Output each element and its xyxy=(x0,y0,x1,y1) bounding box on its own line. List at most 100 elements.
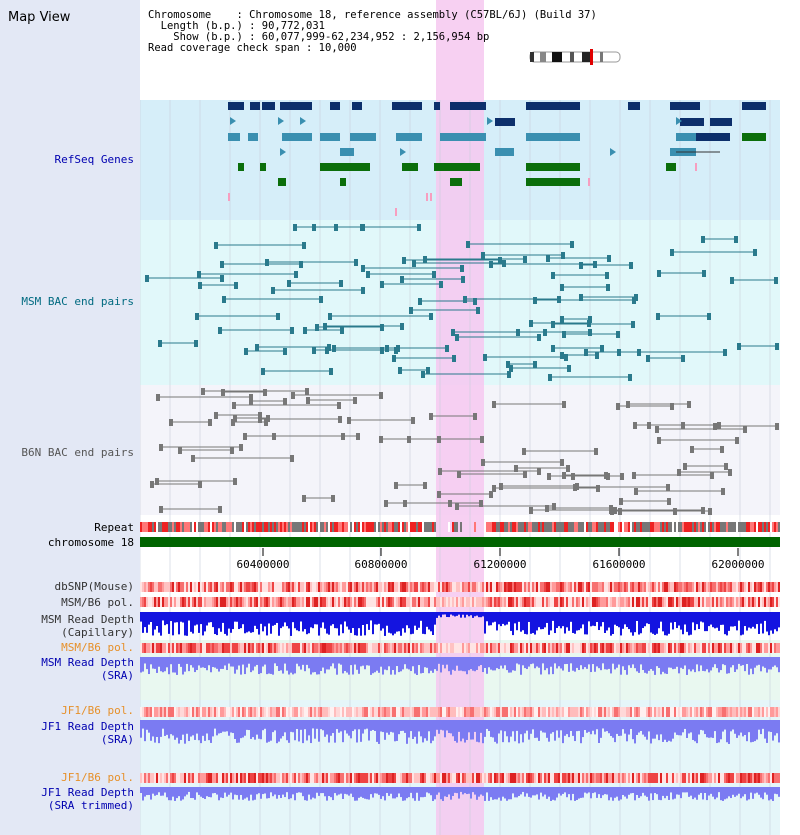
msm-b6-pol2-heat-cell xyxy=(432,643,434,653)
track-label-jf1-depth-trimmed[interactable]: JF1 Read Depth xyxy=(41,786,134,799)
msm-capillary-depth-bar xyxy=(758,612,760,634)
msm-capillary-depth-bar xyxy=(142,612,144,633)
msm-bac-pair-end xyxy=(584,349,588,356)
dbsnp-heat-cell xyxy=(410,582,412,592)
msm-capillary-depth-bar xyxy=(486,612,488,622)
msm-capillary-depth-bar xyxy=(736,612,738,631)
jf1-b6-pol2-heat-cell xyxy=(772,773,774,783)
b6n-bac-pair-end xyxy=(264,419,268,426)
track-label-chromosome[interactable]: chromosome 18 xyxy=(47,536,134,549)
msm-b6-pol-heat-cell xyxy=(684,597,686,607)
msm-b6-pol2-heat-cell xyxy=(448,643,450,653)
msm-b6-pol-heat-cell xyxy=(582,597,584,607)
repeat-cell xyxy=(460,522,462,532)
msm-capillary-depth-bar xyxy=(504,612,506,626)
msm-sra-depth-bar xyxy=(160,657,162,672)
track-label-dbsnp[interactable]: dbSNP(Mouse) xyxy=(54,580,134,593)
jf1-trimmed-depth-bar xyxy=(402,787,404,801)
msm-b6-pol-heat-cell xyxy=(420,597,422,607)
msm-sra-depth-bar xyxy=(436,657,438,671)
track-label-msm-depth-sra[interactable]: MSM Read Depth xyxy=(41,656,134,669)
jf1-sra-depth-bar xyxy=(620,720,622,736)
msm-b6-pol2-heat-cell xyxy=(680,643,682,653)
jf1-b6-pol2-heat-cell xyxy=(496,773,498,783)
msm-capillary-depth-bar xyxy=(284,612,286,623)
track-label-repeat[interactable]: Repeat xyxy=(94,521,134,534)
jf1-b6-pol2-heat-cell xyxy=(308,773,310,783)
dbsnp-heat-cell xyxy=(150,582,152,592)
msm-b6-pol-heat-cell xyxy=(628,597,630,607)
dbsnp-heat-cell xyxy=(728,582,730,592)
msm-capillary-depth-bar xyxy=(150,612,152,623)
msm-capillary-depth-bar xyxy=(556,612,558,628)
jf1-sra-depth-bar xyxy=(362,720,364,734)
msm-capillary-depth-bar xyxy=(354,612,356,636)
jf1-b6-pol2-heat-cell xyxy=(744,773,746,783)
msm-b6-pol-heat-cell xyxy=(296,597,298,607)
b6n-bac-pair-end xyxy=(411,417,415,424)
msm-capillary-depth-bar xyxy=(350,612,352,633)
b6n-bac-pair-end xyxy=(616,403,620,410)
axis-tick-label: 61600000 xyxy=(592,558,646,571)
dbsnp-heat-cell xyxy=(546,582,548,592)
msm-b6-pol2-heat-cell xyxy=(390,643,392,653)
msm-b6-pol2-heat-cell xyxy=(472,643,474,653)
jf1-trimmed-depth-bar xyxy=(262,787,264,795)
repeat-cell xyxy=(694,522,696,532)
msm-sra-depth-bar xyxy=(392,657,394,671)
repeat-cell xyxy=(400,522,402,532)
track-label-msm-bac[interactable]: MSM BAC end pairs xyxy=(21,295,134,308)
jf1-trimmed-depth-bar xyxy=(150,787,152,800)
msm-capillary-depth-bar xyxy=(578,612,580,631)
msm-b6-pol2-heat-cell xyxy=(406,643,408,653)
jf1-sra-depth-bar xyxy=(612,720,614,738)
msm-capillary-depth-bar xyxy=(616,612,618,627)
jf1-trimmed-depth-bar xyxy=(618,787,620,801)
repeat-cell xyxy=(532,522,534,532)
repeat-cell xyxy=(490,522,492,532)
dbsnp-heat-cell xyxy=(652,582,654,592)
track-label-msm-b6-pol-2[interactable]: MSM/B6 pol. xyxy=(61,641,134,654)
jf1-trimmed-depth-bar xyxy=(726,787,728,799)
jf1-trimmed-depth-bar xyxy=(278,787,280,796)
msm-sra-depth-bar xyxy=(264,657,266,665)
repeat-cell xyxy=(302,522,304,532)
msm-b6-pol2-heat-cell xyxy=(714,643,716,653)
jf1-sra-depth-bar xyxy=(764,720,766,739)
msm-b6-pol-heat-cell xyxy=(444,597,446,607)
b6n-bac-pair-end xyxy=(489,491,493,498)
msm-bac-pair-end xyxy=(546,255,550,262)
track-label-jf1-depth-sra[interactable]: JF1 Read Depth xyxy=(41,720,134,733)
jf1-sra-depth-bar xyxy=(570,720,572,731)
track-label-jf1-b6-pol-2[interactable]: JF1/B6 pol. xyxy=(61,771,134,784)
jf1-b6-pol-heat-cell xyxy=(700,707,702,717)
dbsnp-heat-cell xyxy=(196,582,198,592)
msm-sra-depth-bar xyxy=(158,657,160,667)
msm-b6-pol-heat-cell xyxy=(254,597,256,607)
jf1-sra-depth-bar xyxy=(464,720,466,743)
jf1-b6-pol2-heat-cell xyxy=(302,773,304,783)
dbsnp-heat-cell xyxy=(710,582,712,592)
msm-capillary-depth-bar xyxy=(750,612,752,629)
repeat-cell xyxy=(530,522,532,532)
jf1-b6-pol2-heat-cell xyxy=(522,773,524,783)
track-label-msm-b6-pol-1[interactable]: MSM/B6 pol. xyxy=(61,596,134,609)
jf1-trimmed-depth-bar xyxy=(530,787,532,798)
track-label-b6n-bac[interactable]: B6N BAC end pairs xyxy=(21,446,134,459)
jf1-sra-depth-bar xyxy=(742,720,744,737)
msm-capillary-depth-bar xyxy=(676,612,678,629)
genome-plot-area[interactable] xyxy=(140,0,780,835)
msm-b6-pol2-heat-cell xyxy=(392,643,394,653)
track-label-msm-depth-capillary[interactable]: MSM Read Depth xyxy=(41,613,134,626)
msm-bac-pair-end xyxy=(412,260,416,267)
track-label-jf1-b6-pol-1[interactable]: JF1/B6 pol. xyxy=(61,704,134,717)
jf1-b6-pol2-heat-cell xyxy=(362,773,364,783)
track-label-refseq[interactable]: RefSeq Genes xyxy=(54,153,134,166)
gene-arrow xyxy=(400,148,406,156)
repeat-cell xyxy=(726,522,728,532)
msm-sra-depth-bar xyxy=(388,657,390,667)
repeat-cell xyxy=(394,522,396,532)
jf1-b6-pol2-heat-cell xyxy=(592,773,594,783)
b6n-bac-pair-end xyxy=(655,426,659,433)
dbsnp-heat-cell xyxy=(314,582,316,592)
